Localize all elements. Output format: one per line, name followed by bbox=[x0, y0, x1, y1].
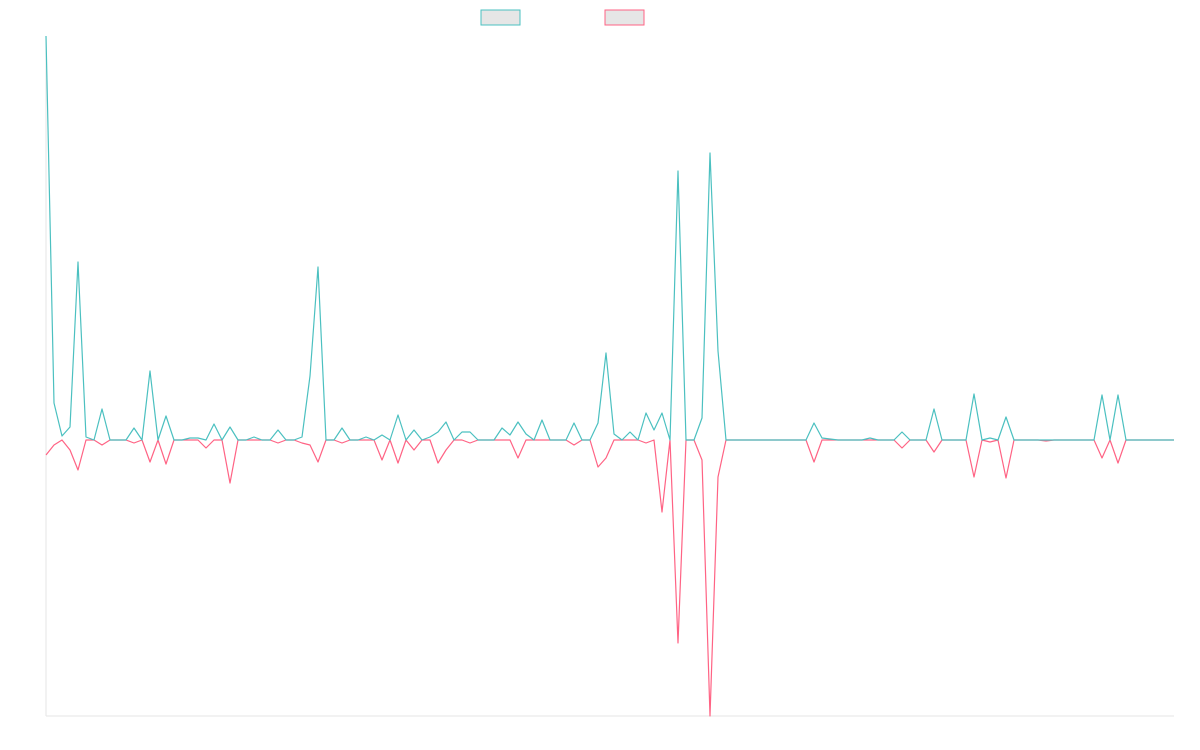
line-series bbox=[45, 439, 1174, 717]
legend-swatch bbox=[480, 9, 521, 26]
line-series bbox=[45, 35, 1174, 441]
legend-swatch bbox=[604, 9, 645, 26]
